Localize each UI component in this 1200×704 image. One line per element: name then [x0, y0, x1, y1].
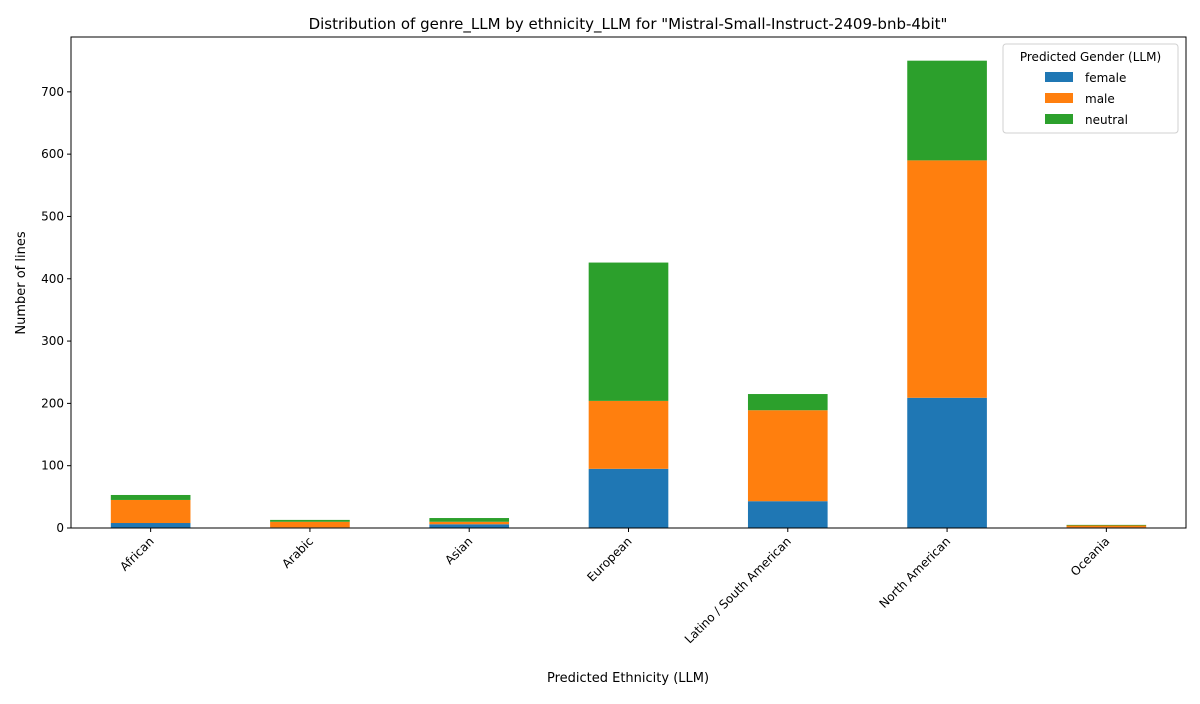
y-tick-label: 500 — [41, 209, 64, 223]
y-tick-label: 0 — [56, 521, 64, 535]
plot-area — [110, 60, 1147, 528]
x-tick-label: Oceania — [1068, 534, 1113, 579]
bar-neutral-asian — [429, 518, 510, 522]
bar-male-north-american — [907, 160, 987, 398]
bar-female-north-american — [907, 397, 987, 528]
x-tick-label: North American — [876, 534, 953, 611]
legend-swatch-female — [1045, 72, 1073, 82]
bar-neutral-north-american — [907, 60, 987, 161]
legend: Predicted Gender (LLM) female male neutral — [1002, 43, 1179, 134]
x-tick-label: African — [117, 534, 156, 573]
legend-swatch-neutral — [1045, 114, 1073, 124]
y-tick-label: 300 — [41, 334, 64, 348]
bar-neutral-latino-south-american — [747, 394, 828, 411]
legend-label-female: female — [1085, 71, 1126, 85]
bar-male-asian — [429, 521, 510, 525]
bar-female-asian — [429, 524, 510, 528]
x-tick-label: Arabic — [279, 534, 316, 571]
y-tick-label: 100 — [41, 459, 64, 473]
bar-neutral-arabic — [270, 519, 350, 522]
legend-label-male: male — [1085, 92, 1115, 106]
bar-female-european — [588, 468, 669, 528]
bar-female-african — [110, 523, 191, 528]
bar-male-european — [588, 400, 669, 469]
bar-male-arabic — [270, 521, 350, 528]
legend-box — [1002, 43, 1179, 134]
y-tick-label: 600 — [41, 147, 64, 161]
legend-swatch-male — [1045, 93, 1073, 103]
legend-title: Predicted Gender (LLM) — [1020, 50, 1161, 64]
bar-female-latino-south-american — [747, 501, 828, 528]
bar-male-african — [110, 499, 191, 524]
y-tick-label: 700 — [41, 85, 64, 99]
chart-title: Distribution of genre_LLM by ethnicity_L… — [309, 15, 948, 34]
bar-neutral-european — [588, 262, 669, 401]
bar-male-latino-south-american — [747, 410, 828, 502]
y-axis-label: Number of lines — [14, 231, 29, 334]
y-tick-label: 200 — [41, 396, 64, 410]
x-tick-label: Latino / South American — [682, 534, 794, 646]
x-tick-label: European — [584, 534, 634, 584]
x-tick-label: Asian — [442, 534, 475, 567]
legend-label-neutral: neutral — [1085, 113, 1128, 127]
bar-male-oceania — [1066, 525, 1147, 528]
bar-neutral-african — [110, 494, 191, 500]
bar-neutral-oceania — [1066, 524, 1147, 526]
y-tick-label: 400 — [41, 272, 64, 286]
x-axis-label: Predicted Ethnicity (LLM) — [547, 671, 709, 686]
